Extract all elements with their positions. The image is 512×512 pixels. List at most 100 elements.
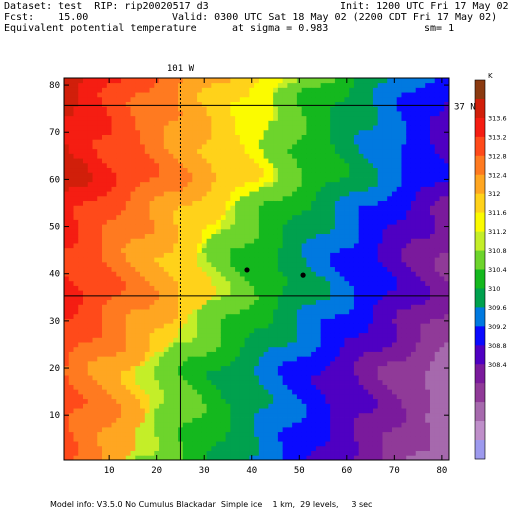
field-cell — [258, 167, 265, 173]
field-cell — [315, 139, 322, 145]
field-cell — [187, 115, 193, 121]
field-cell — [144, 210, 150, 216]
field-cell — [201, 144, 207, 150]
field-cell — [116, 309, 122, 315]
field-cell — [182, 375, 188, 381]
field-cell — [102, 106, 108, 112]
field-cell — [296, 436, 303, 442]
field-cell — [273, 243, 279, 249]
field-cell — [273, 271, 279, 277]
field-cell — [306, 290, 312, 296]
field-cell — [230, 252, 236, 258]
field-cell — [239, 111, 246, 117]
field-cell — [339, 276, 345, 282]
field-cell — [64, 384, 70, 390]
field-cell — [149, 177, 155, 183]
field-cell — [73, 243, 79, 249]
field-cell — [344, 210, 350, 216]
field-cell — [64, 276, 70, 282]
field-cell — [83, 370, 89, 376]
field-cell — [282, 384, 288, 390]
field-cell — [230, 129, 236, 135]
field-cell — [125, 365, 131, 371]
field-cell — [173, 96, 179, 102]
field-cell — [339, 403, 345, 409]
field-cell — [235, 261, 241, 268]
field-cell — [216, 346, 222, 352]
field-cell — [306, 445, 312, 451]
field-cell — [282, 398, 288, 404]
field-cell — [159, 195, 165, 202]
field-cell — [349, 408, 355, 414]
field-cell — [73, 228, 79, 235]
field-cell — [201, 158, 207, 164]
field-cell — [225, 450, 231, 456]
field-cell — [92, 412, 98, 418]
field-cell — [135, 356, 141, 362]
field-cell — [159, 125, 165, 131]
field-cell — [239, 290, 246, 296]
field-cell — [258, 177, 265, 183]
field-cell — [83, 158, 89, 164]
field-cell — [168, 162, 174, 169]
field-cell — [135, 450, 141, 456]
field-cell — [349, 280, 355, 286]
field-cell — [325, 412, 331, 418]
field-cell — [201, 177, 207, 183]
field-cell — [254, 125, 260, 131]
field-cell — [144, 408, 150, 414]
field-cell — [268, 148, 274, 154]
field-cell — [220, 365, 226, 371]
field-cell — [249, 115, 255, 121]
field-cell — [320, 403, 326, 409]
field-cell — [68, 257, 74, 263]
field-cell — [244, 294, 250, 301]
field-cell — [116, 351, 122, 357]
field-cell — [83, 426, 89, 433]
field-cell — [68, 195, 74, 202]
field-cell — [182, 162, 188, 169]
field-cell — [159, 148, 165, 154]
field-cell — [192, 144, 198, 150]
field-cell — [225, 356, 231, 362]
field-cell — [325, 360, 331, 367]
field-cell — [239, 342, 246, 348]
field-cell — [282, 78, 288, 84]
field-cell — [334, 455, 341, 460]
field-cell — [87, 313, 93, 319]
field-cell — [187, 200, 193, 206]
field-cell — [239, 167, 246, 173]
field-cell — [273, 186, 279, 192]
field-cell — [258, 356, 265, 362]
field-cell — [121, 398, 127, 404]
field-cell — [182, 365, 188, 371]
field-cell — [140, 247, 146, 253]
field-cell — [187, 403, 193, 409]
field-cell — [106, 337, 112, 343]
field-cell — [182, 214, 188, 220]
field-cell — [220, 111, 226, 117]
field-cell — [192, 389, 198, 395]
field-cell — [263, 158, 269, 164]
field-cell — [311, 111, 317, 117]
field-cell — [116, 82, 122, 88]
field-cell — [83, 210, 89, 216]
field-cell — [344, 356, 350, 362]
field-cell — [220, 82, 226, 88]
field-cell — [97, 125, 103, 131]
field-cell — [220, 224, 226, 230]
field-cell — [125, 101, 131, 107]
field-cell — [68, 294, 74, 301]
field-cell — [263, 82, 269, 88]
field-cell — [168, 243, 174, 249]
field-cell — [315, 455, 322, 460]
field-cell — [149, 167, 155, 173]
field-cell — [268, 191, 274, 197]
field-cell — [311, 280, 317, 286]
field-cell — [73, 309, 79, 315]
field-cell — [149, 78, 155, 84]
field-cell — [325, 370, 331, 376]
field-cell — [254, 426, 260, 433]
field-cell — [349, 125, 355, 131]
field-cell — [192, 177, 198, 183]
